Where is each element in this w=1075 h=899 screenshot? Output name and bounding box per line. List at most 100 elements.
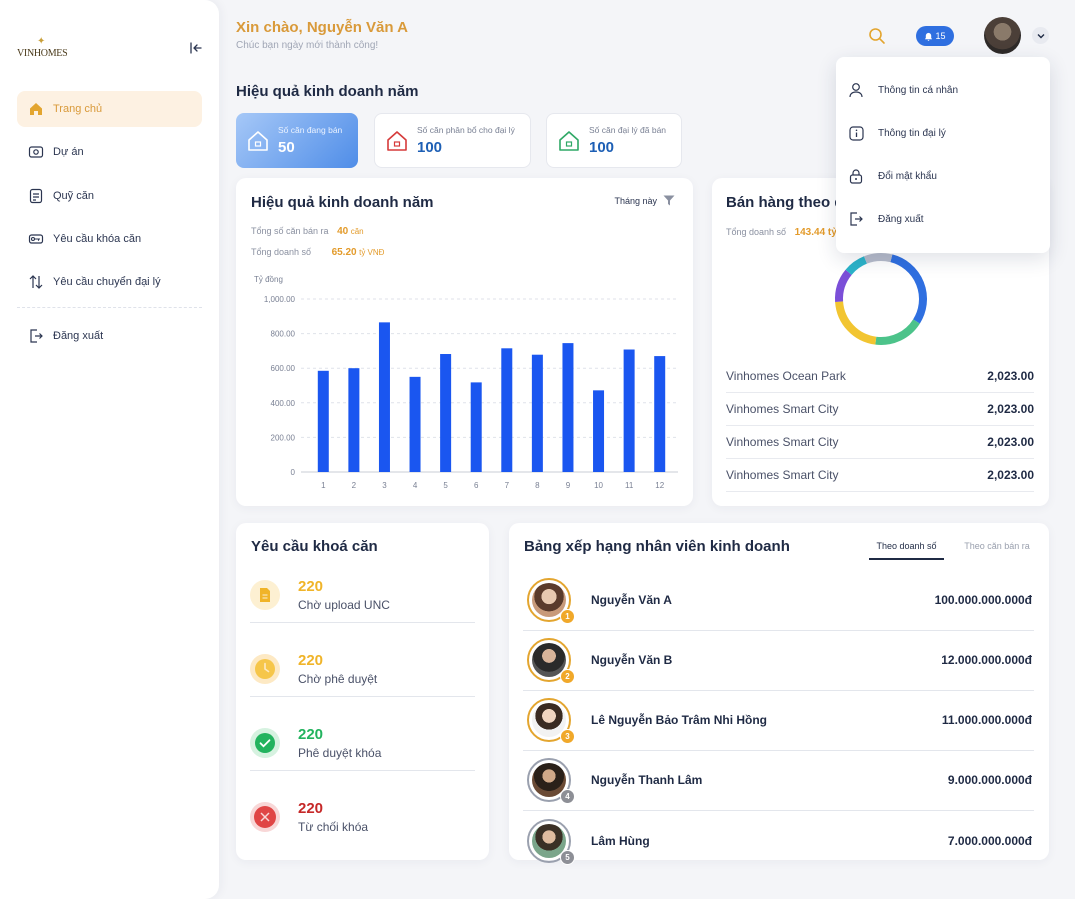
bar-chart: Tỷ đồng 0 200.00 400.00 600.00 800.00 1,000.00…	[254, 275, 678, 490]
project-row[interactable]: Vinhomes Smart City 2,023.00	[726, 426, 1034, 459]
employee-name: Nguyễn Văn B	[591, 653, 673, 668]
sidebar-divider	[17, 307, 202, 309]
sidebar-item-label: Yêu cầu chuyển đại lý	[53, 276, 161, 289]
bar	[654, 356, 666, 472]
x-tick-label: 11	[625, 481, 634, 490]
menu-item-logout[interactable]: Đăng xuất	[848, 205, 1038, 233]
ranking-row[interactable]: 1 Nguyễn Văn A 100.000.000.000đ	[523, 571, 1034, 631]
rank-badge: 3	[560, 729, 575, 745]
y-tick-label: 400.00	[271, 399, 296, 408]
y-tick-label: 1,000.00	[264, 295, 296, 304]
tab-by-units[interactable]: Theo căn bán ra	[964, 541, 1030, 551]
lock-status-approved[interactable]: 220 Phê duyệt khóa	[250, 715, 475, 771]
greeting-subtitle: Chúc bạn ngày mới thành công!	[236, 40, 379, 51]
sales-total-label: Tổng doanh số	[726, 227, 787, 237]
collapse-sidebar-button[interactable]	[188, 40, 204, 56]
stat-card-allocated[interactable]: Số căn phân bổ cho đại lý 100	[374, 113, 531, 168]
user-menu-toggle[interactable]	[1032, 27, 1049, 44]
document-icon	[250, 579, 280, 610]
check-icon	[250, 727, 280, 758]
lock-count: 220	[298, 651, 324, 669]
donut-segment	[864, 253, 893, 264]
business-chart-card: Hiệu quả kinh doanh năm Tháng này Tổng s…	[236, 178, 693, 506]
employee-name: Nguyễn Văn A	[591, 593, 672, 608]
sales-donut-chart	[835, 253, 927, 345]
chart-card-title: Hiệu quả kinh doanh năm	[251, 194, 434, 211]
notification-button[interactable]: 15	[916, 26, 954, 46]
rank-badge: 1	[560, 609, 575, 625]
stat-card-agent-sold[interactable]: Số căn đại lý đã bán 100	[546, 113, 682, 168]
house-icon	[559, 130, 579, 151]
bar	[501, 348, 513, 472]
sidebar-item-lock-request[interactable]: Yêu cầu khóa căn	[17, 221, 202, 257]
sales-total-value: 143.44 tỷ	[794, 227, 837, 238]
total-revenue: Tổng doanh số 65.20 tỷ VNĐ	[251, 247, 384, 258]
lock-status-pending-upload[interactable]: 220 Chờ upload UNC	[250, 567, 475, 623]
sidebar-item-home[interactable]: Trang chủ	[17, 91, 202, 127]
user-icon	[848, 82, 864, 98]
employee-avatar: 4	[527, 758, 575, 805]
lock-status-rejected[interactable]: 220 Từ chối khóa	[250, 789, 475, 845]
ranking-row[interactable]: 2 Nguyễn Văn B 12.000.000.000đ	[523, 631, 1034, 691]
tab-by-revenue[interactable]: Theo doanh số	[869, 541, 944, 560]
sidebar-item-label: Trang chủ	[53, 103, 103, 115]
sidebar-item-projects[interactable]: Dự án	[17, 134, 202, 170]
sidebar-item-transfer[interactable]: Yêu cầu chuyển đại lý	[17, 264, 202, 300]
project-value: 2,023.00	[987, 402, 1034, 416]
user-avatar[interactable]	[984, 17, 1021, 54]
y-tick-label: 600.00	[271, 364, 296, 373]
menu-item-profile[interactable]: Thông tin cá nhân	[848, 76, 1038, 104]
menu-item-change-password[interactable]: Đổi mật khẩu	[848, 162, 1038, 190]
y-axis-title: Tỷ đồng	[254, 275, 283, 284]
stat-label: Số căn đại lý đã bán	[589, 125, 667, 135]
ranking-row[interactable]: 3 Lê Nguyễn Bảo Trâm Nhi Hồng 11.000.000…	[523, 691, 1034, 751]
logo-text: VINHOMES	[17, 48, 68, 59]
y-tick-label: 800.00	[271, 330, 296, 339]
logo-mark-icon: ✦	[37, 36, 46, 47]
ranking-title: Bảng xếp hạng nhân viên kinh doanh	[524, 538, 790, 555]
project-value: 2,023.00	[987, 435, 1034, 449]
lock-card-title: Yêu cầu khoá căn	[251, 538, 378, 555]
stat-label: Số căn phân bổ cho đại lý	[417, 125, 515, 135]
lock-request-card: Yêu cầu khoá căn 220 Chờ upload UNC 220 …	[236, 523, 489, 860]
donut-segment	[875, 319, 920, 345]
employee-name: Lâm Hùng	[591, 833, 650, 848]
employee-avatar: 1	[527, 578, 575, 625]
bar	[317, 370, 329, 472]
donut-segment	[890, 254, 927, 324]
bar	[562, 343, 574, 472]
project-row[interactable]: Vinhomes Smart City 2,023.00	[726, 393, 1034, 426]
donut-segment	[835, 301, 877, 345]
project-row[interactable]: Vinhomes Smart City 2,023.00	[726, 459, 1034, 492]
donut-segment	[845, 256, 868, 275]
info-icon	[848, 125, 864, 141]
stat-card-selling[interactable]: Số căn đang bán 50	[236, 113, 358, 168]
sidebar: ✦ VINHOMES Trang chủ Dự án Quỹ căn Yêu c…	[0, 0, 219, 899]
ranking-row[interactable]: 4 Nguyễn Thanh Lâm 9.000.000.000đ	[523, 751, 1034, 811]
employee-avatar: 3	[527, 698, 575, 745]
menu-item-agency-info[interactable]: Thông tin đại lý	[848, 119, 1038, 147]
rank-badge: 5	[560, 849, 575, 865]
project-name: Vinhomes Ocean Park	[726, 369, 846, 383]
search-button[interactable]	[868, 27, 886, 45]
lock-label: Phê duyệt khóa	[298, 745, 382, 760]
sidebar-menu: Trang chủ Dự án Quỹ căn Yêu cầu khóa căn…	[17, 91, 202, 362]
lock-status-pending-approval[interactable]: 220 Chờ phê duyệt	[250, 641, 475, 697]
project-value: 2,023.00	[987, 369, 1034, 383]
project-row[interactable]: Vinhomes Ocean Park 2,023.00	[726, 360, 1034, 393]
employee-amount: 7.000.000.000đ	[947, 833, 1032, 848]
total-units: Tổng số căn bán ra 40 căn	[251, 226, 364, 237]
total-revenue-unit: tỷ VNĐ	[359, 248, 385, 257]
bar	[409, 376, 421, 472]
sidebar-item-logout[interactable]: Đăng xuất	[17, 318, 202, 354]
sidebar-item-fund[interactable]: Quỹ căn	[17, 178, 202, 214]
period-filter-label: Tháng này	[614, 195, 657, 206]
vinhomes-logo[interactable]: ✦ VINHOMES	[17, 36, 69, 62]
ranking-row[interactable]: 5 Lâm Hùng 7.000.000.000đ	[523, 811, 1034, 871]
period-filter[interactable]: Tháng này	[614, 195, 675, 206]
total-revenue-value: 65.20	[331, 247, 357, 258]
sidebar-item-label: Yêu cầu khóa căn	[53, 232, 142, 245]
x-tick-label: 7	[505, 481, 510, 490]
house-icon	[387, 130, 407, 151]
total-units-unit: căn	[350, 227, 364, 236]
